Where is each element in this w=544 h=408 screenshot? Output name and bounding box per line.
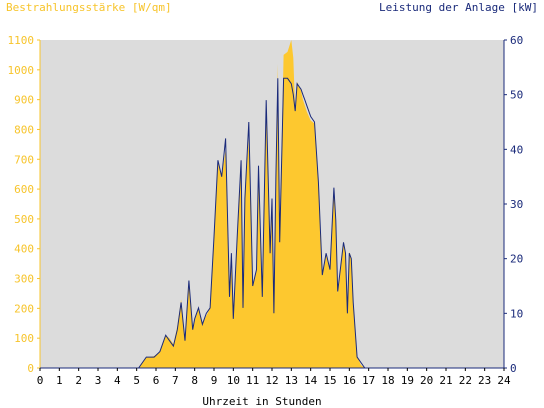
- left-tick-label: 500: [14, 213, 34, 226]
- right-tick-label: 0: [510, 362, 517, 375]
- axes-layer: 0100200300400500600700800900100011000102…: [8, 34, 524, 387]
- x-tick-label: 1: [56, 374, 63, 387]
- x-axis-title: Uhrzeit in Stunden: [202, 395, 321, 408]
- x-tick-label: 9: [211, 374, 218, 387]
- x-tick-label: 5: [133, 374, 140, 387]
- x-tick-label: 14: [304, 374, 318, 387]
- x-tick-label: 23: [478, 374, 491, 387]
- left-tick-label: 700: [14, 153, 34, 166]
- x-tick-label: 18: [381, 374, 394, 387]
- left-tick-label: 600: [14, 183, 34, 196]
- x-tick-label: 12: [265, 374, 278, 387]
- x-tick-label: 22: [459, 374, 472, 387]
- left-tick-label: 900: [14, 94, 34, 107]
- x-tick-label: 21: [439, 374, 452, 387]
- left-tick-label: 100: [14, 332, 34, 345]
- left-tick-label: 0: [27, 362, 34, 375]
- x-tick-label: 13: [285, 374, 298, 387]
- x-tick-label: 2: [75, 374, 82, 387]
- x-tick-label: 7: [172, 374, 179, 387]
- left-tick-label: 800: [14, 123, 34, 136]
- left-axis-title: Bestrahlungsstärke [W/qm]: [6, 1, 172, 14]
- left-tick-label: 300: [14, 273, 34, 286]
- right-tick-label: 20: [510, 253, 523, 266]
- x-tick-label: 17: [362, 374, 375, 387]
- x-tick-label: 3: [95, 374, 102, 387]
- x-tick-label: 16: [343, 374, 356, 387]
- right-tick-label: 50: [510, 89, 523, 102]
- data-layer: [40, 40, 504, 369]
- x-tick-label: 6: [153, 374, 160, 387]
- x-tick-label: 15: [323, 374, 336, 387]
- left-tick-label: 1100: [8, 34, 35, 47]
- x-tick-label: 10: [227, 374, 240, 387]
- x-tick-label: 4: [114, 374, 121, 387]
- power-line: [40, 77, 504, 369]
- left-tick-label: 400: [14, 243, 34, 256]
- right-tick-label: 40: [510, 143, 523, 156]
- left-tick-label: 1000: [8, 64, 35, 77]
- right-axis-title: Leistung der Anlage [kW]: [379, 1, 538, 14]
- x-tick-label: 11: [246, 374, 259, 387]
- x-tick-label: 8: [191, 374, 198, 387]
- right-tick-label: 60: [510, 34, 523, 47]
- x-tick-label: 20: [420, 374, 433, 387]
- x-tick-label: 0: [37, 374, 44, 387]
- left-tick-label: 200: [14, 302, 34, 315]
- x-tick-label: 24: [497, 374, 511, 387]
- x-tick-label: 19: [401, 374, 414, 387]
- right-tick-label: 10: [510, 307, 523, 320]
- right-tick-label: 30: [510, 198, 523, 211]
